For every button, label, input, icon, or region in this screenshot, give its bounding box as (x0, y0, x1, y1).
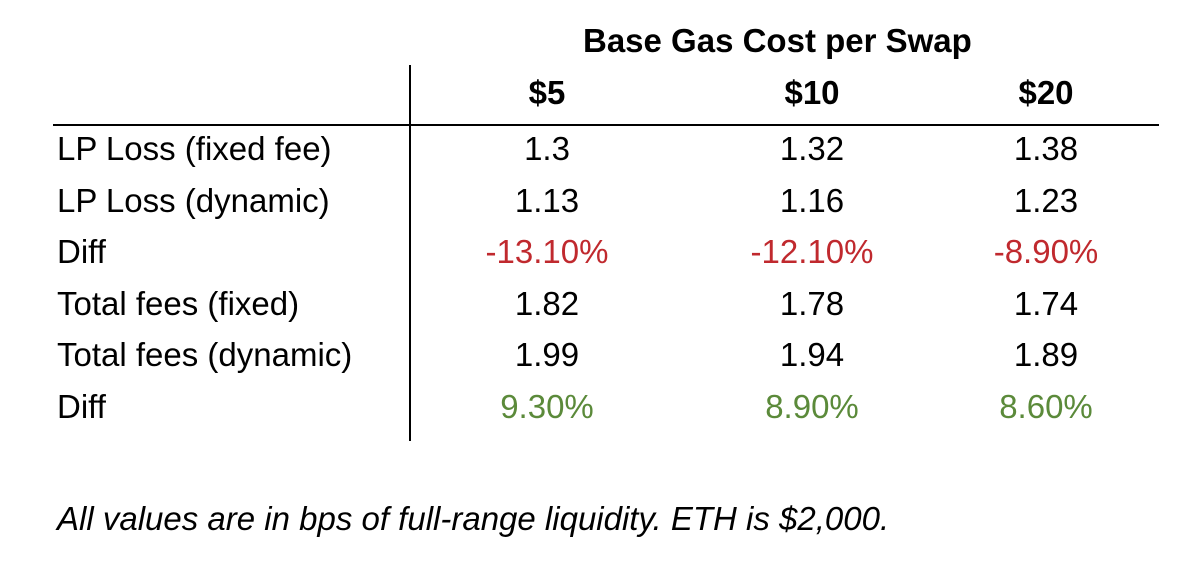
table-cell-col-5: 9.30% (500, 388, 594, 425)
vertical-divider (409, 65, 411, 441)
table-cell-col-5: 1.82 (514, 285, 580, 322)
group-header: Base Gas Cost per Swap (583, 22, 972, 59)
table-cell-col-5: 1.3 (524, 130, 570, 167)
table-cell-col-20: 1.74 (1013, 285, 1079, 322)
column-header-5: $5 (528, 74, 566, 111)
table-cell-col-10: 1.94 (779, 336, 845, 373)
header-divider (53, 124, 1159, 126)
row-label: Diff (57, 233, 106, 270)
table-cell-col-20: 1.23 (1013, 182, 1079, 219)
row-label: LP Loss (fixed fee) (57, 130, 332, 167)
row-label: Total fees (dynamic) (57, 336, 353, 373)
table-cell-col-10: 1.16 (779, 182, 845, 219)
row-label: LP Loss (dynamic) (57, 182, 330, 219)
table-cell-col-10: 1.78 (779, 285, 845, 322)
table-cell-col-20: 1.89 (1013, 336, 1079, 373)
table-cell-col-20: -8.90% (993, 233, 1099, 270)
table-cell-col-5: 1.99 (514, 336, 580, 373)
footnote: All values are in bps of full-range liqu… (57, 500, 890, 537)
column-header-20: $20 (1018, 74, 1074, 111)
table-cell-col-20: 8.60% (999, 388, 1093, 425)
column-header-10: $10 (784, 74, 840, 111)
table-cell-col-10: 8.90% (765, 388, 859, 425)
table-cell-col-5: -13.10% (485, 233, 609, 270)
table-cell-col-5: 1.13 (514, 182, 580, 219)
table-cell-col-10: -12.10% (750, 233, 874, 270)
row-label: Diff (57, 388, 106, 425)
table-cell-col-20: 1.38 (1013, 130, 1079, 167)
row-label: Total fees (fixed) (57, 285, 300, 322)
table-cell-col-10: 1.32 (779, 130, 845, 167)
